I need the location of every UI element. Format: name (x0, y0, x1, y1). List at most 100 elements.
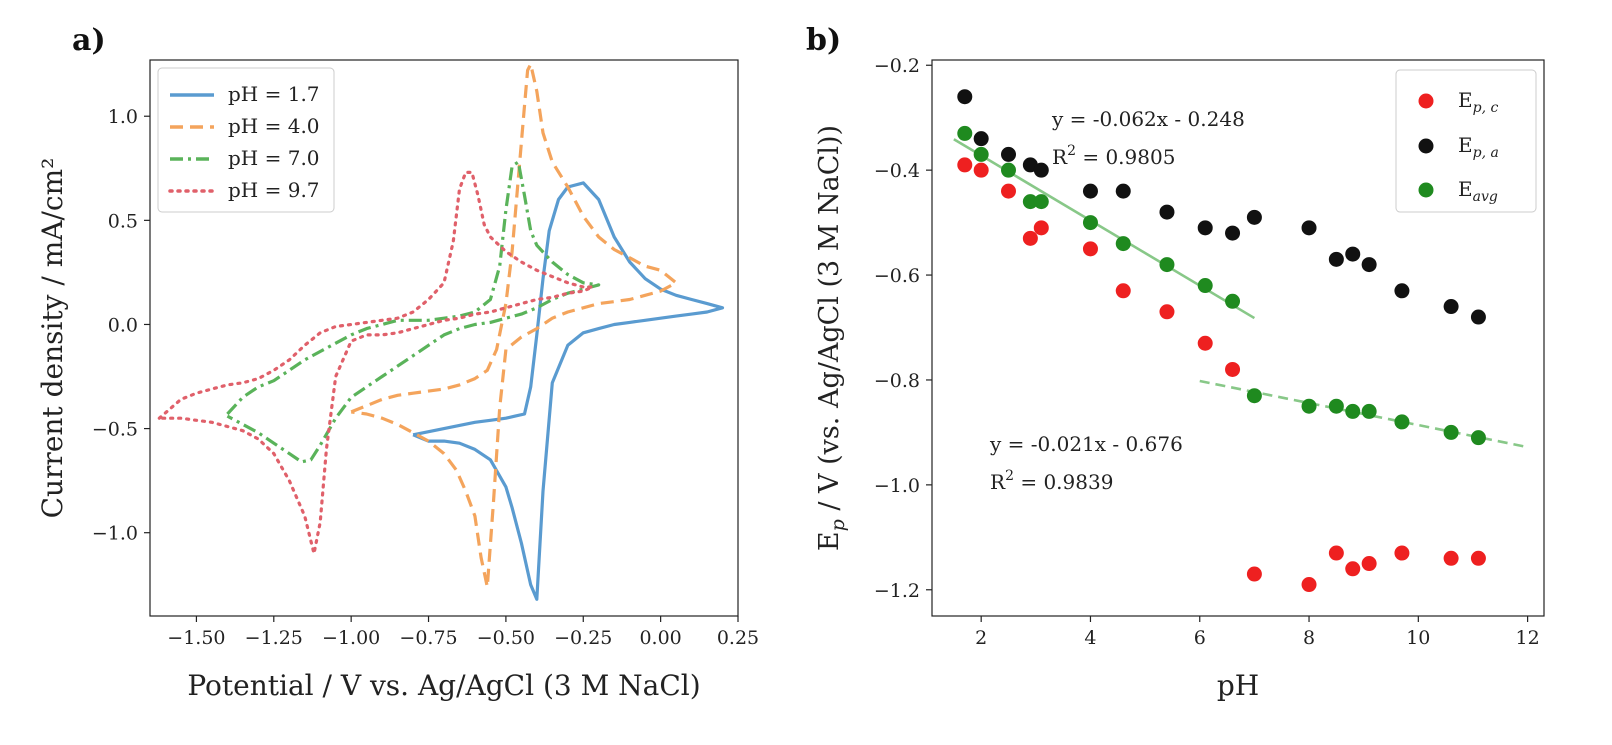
point-eavg (1022, 194, 1038, 210)
plot-a-y-tick-label: 0.0 (108, 314, 138, 336)
plot-b-y-tick-label: −0.6 (874, 265, 920, 287)
plot-a-series-lines (157, 62, 725, 601)
fit-1-r2-value: = 0.9805 (1076, 145, 1175, 169)
plot-b-y-tick-label: −0.2 (874, 55, 920, 77)
plot-a-x-tick-label: −0.75 (399, 627, 457, 649)
point-eavg (1225, 293, 1241, 309)
legend-label-ep-a: Ep, a (1458, 133, 1499, 161)
legend-ep-c-e: E (1458, 88, 1473, 112)
point-eavg (1197, 278, 1213, 294)
plot-a-x-tick-label: −1.00 (322, 627, 380, 649)
point-ep-c (1443, 550, 1459, 566)
fit-1-r2-label: R (1052, 145, 1068, 169)
plot-a-y-tick-label: 1.0 (108, 106, 138, 128)
plot-b-x-tick-label: 4 (1084, 627, 1096, 649)
point-eavg (1001, 162, 1016, 178)
fit-2-equation: y = -0.021x - 0.676 (989, 432, 1183, 456)
point-ep-a (973, 131, 989, 147)
panel-a: a) −1.50 −1.25 −1.00 −0.75 −0.50 −0.25 0.00 0.2… (36, 23, 759, 702)
fit-1-r2: R2 = 0.9805 (1052, 143, 1175, 169)
point-ep-a (1394, 283, 1410, 299)
point-ep-a (1033, 162, 1049, 178)
point-ep-a (1001, 146, 1016, 162)
plot-b-y-axis-label: Ep / V (vs. Ag/AgCl (3 M NaCl)) (814, 125, 849, 551)
point-ep-a (1115, 183, 1131, 199)
fit-2-r2: R2 = 0.9839 (990, 468, 1113, 494)
plot-a-y-tick-label: −1.0 (92, 523, 138, 545)
legend-ep-a-e: E (1458, 133, 1473, 157)
legend-ep-a-sub: p, a (1473, 145, 1499, 161)
plot-a-x-tick-label: 0.25 (717, 627, 759, 649)
point-eavg (957, 125, 973, 141)
point-ep-a (1328, 251, 1344, 267)
plot-b-x-axis-label: pH (1217, 669, 1259, 702)
plot-b-y-tick-label: −1.2 (874, 580, 920, 602)
series-line-ph-1-7 (412, 181, 725, 601)
point-ep-c (957, 157, 973, 173)
plot-a-y-axis-label: Current density / mA/cm² (36, 158, 69, 519)
point-eavg (1443, 424, 1459, 440)
legend-e-avg-sub: avg (1473, 189, 1498, 205)
point-eavg (1328, 398, 1344, 414)
plot-a-y-tick-label: −0.5 (92, 419, 138, 441)
point-ep-a (1082, 183, 1098, 199)
point-ep-a (1225, 225, 1241, 241)
panel-a-label: a) (72, 23, 106, 58)
plot-a-y-ticks: −1.0 −0.5 0.0 0.5 1.0 (92, 106, 150, 545)
legend-label-ph-1-7: pH = 1.7 (228, 82, 320, 106)
series-line-ph-9-7 (157, 170, 595, 556)
fit-2-r2-sup: 2 (1005, 468, 1014, 484)
point-eavg (1470, 430, 1486, 446)
point-ep-c (1361, 556, 1377, 572)
point-ep-a (1345, 246, 1361, 262)
point-ep-a (1159, 204, 1175, 220)
point-ep-c (1082, 241, 1098, 257)
point-eavg (973, 146, 989, 162)
plot-b-y-ticks: −1.2 −1.0 −0.8 −0.6 −0.4 −0.2 (874, 55, 932, 602)
fit-2-r2-label: R (990, 470, 1006, 494)
point-ep-c (1470, 550, 1486, 566)
plot-a-x-tick-label: −0.50 (477, 627, 535, 649)
point-eavg (1033, 194, 1049, 210)
legend-label-ph-7-0: pH = 7.0 (228, 146, 320, 170)
plot-b-x-tick-label: 6 (1194, 627, 1206, 649)
point-ep-c (1301, 577, 1317, 593)
point-ep-c (1328, 545, 1344, 561)
legend-label-ph-4-0: pH = 4.0 (228, 114, 320, 138)
point-ep-a (1197, 220, 1213, 236)
legend-label-e-avg: Eavg (1458, 177, 1498, 205)
plot-b-x-tick-label: 2 (975, 627, 987, 649)
point-eavg (1082, 215, 1098, 231)
panel-b-label: b) (806, 23, 841, 58)
fit-1-r2-sup: 2 (1067, 143, 1076, 159)
series-line-ph-7-0 (226, 160, 601, 464)
plot-a-y-tick-label: 0.5 (108, 210, 138, 232)
panel-b: b) 2 4 6 8 10 12 −1.2−1.0−0.8−0.6−0.4−0.2 pH … (806, 23, 1545, 702)
point-ep-c (1001, 183, 1016, 199)
point-ep-a (1301, 220, 1317, 236)
plot-b-x-ticks: 2 4 6 8 10 12 (975, 616, 1540, 649)
point-eavg (1361, 403, 1377, 419)
plot-a-x-tick-label: −1.25 (245, 627, 303, 649)
point-ep-a (1443, 299, 1459, 315)
plot-b-x-tick-label: 10 (1406, 627, 1430, 649)
ylabel-sub-p: p (827, 519, 849, 531)
legend-ep-c-sub: p, c (1473, 100, 1499, 116)
plot-a-x-tick-label: 0.00 (639, 627, 681, 649)
point-eavg (1159, 257, 1175, 273)
plot-b-x-tick-label: 12 (1516, 627, 1540, 649)
fit-1-equation: y = -0.062x - 0.248 (1051, 107, 1245, 131)
point-eavg (1345, 403, 1361, 419)
point-ep-c (1033, 220, 1049, 236)
plot-b-x-tick-label: 8 (1303, 627, 1315, 649)
point-ep-a (1361, 257, 1377, 273)
fit-2-r2-value: = 0.9839 (1014, 470, 1113, 494)
plot-a-frame (149, 59, 739, 617)
legend-label-ep-c: Ep, c (1458, 88, 1498, 116)
plot-b-y-tick-label: −1.0 (874, 475, 920, 497)
plot-b-frame (931, 59, 1545, 617)
legend-e-avg-e: E (1458, 177, 1473, 201)
point-ep-c (1159, 304, 1175, 320)
ylabel-e: E (814, 531, 845, 551)
